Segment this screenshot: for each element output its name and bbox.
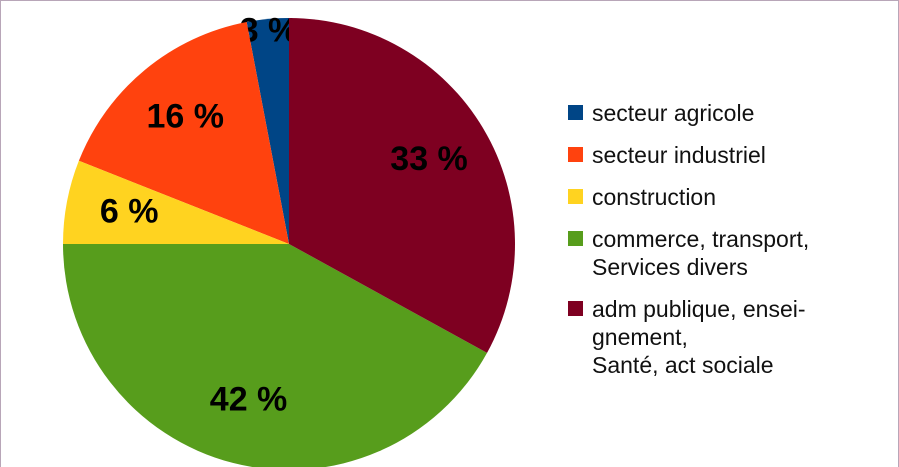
legend: secteur agricole secteur industriel constr…	[568, 99, 809, 393]
legend-label: adm publique, ensei- gnement, Santé, act…	[592, 296, 806, 378]
legend-item: adm publique, ensei- gnement, Santé, act…	[568, 295, 809, 379]
value-label: 6 %	[100, 192, 159, 230]
legend-swatch	[568, 105, 583, 120]
legend-label: commerce, transport, Services divers	[592, 226, 810, 280]
pie-slice	[63, 160, 289, 244]
legend-item: secteur industriel	[568, 141, 809, 169]
legend-item: secteur agricole	[568, 99, 809, 127]
pie-slice	[78, 22, 289, 244]
value-label: 42 %	[210, 381, 288, 419]
legend-item: commerce, transport, Services divers	[568, 225, 809, 281]
legend-label: secteur industriel	[592, 142, 766, 168]
legend-swatch	[568, 231, 583, 246]
pie-slice	[289, 18, 516, 353]
legend-item: construction	[568, 183, 809, 211]
legend-swatch	[568, 147, 583, 162]
legend-swatch	[568, 189, 583, 204]
legend-label: construction	[592, 184, 717, 210]
pie-slice	[246, 18, 289, 244]
pie-slice	[63, 244, 488, 467]
legend-swatch	[568, 301, 583, 316]
value-label: 16 %	[147, 98, 225, 136]
legend-label: secteur agricole	[592, 100, 755, 126]
value-label: 33 %	[390, 140, 468, 178]
